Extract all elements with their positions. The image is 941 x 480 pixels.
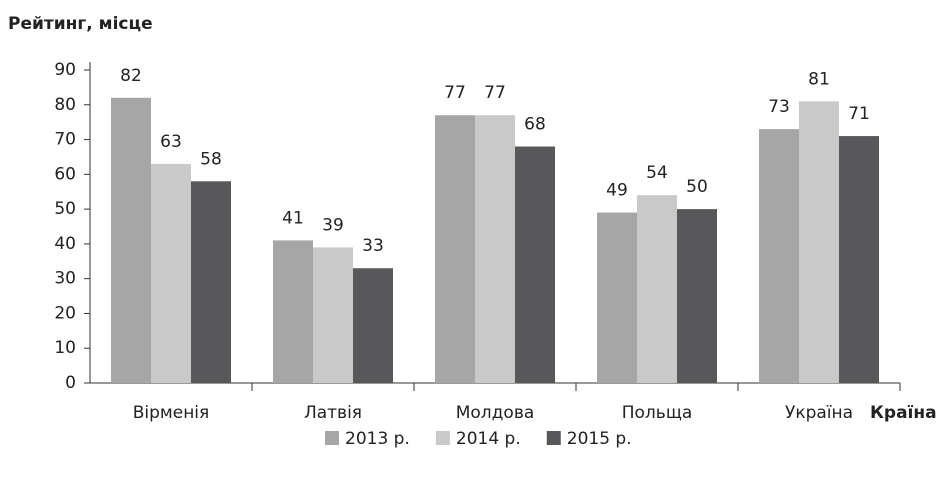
bar [435, 115, 475, 383]
data-label: 49 [606, 181, 628, 201]
bar [515, 146, 555, 383]
data-label: 68 [524, 115, 546, 135]
data-label: 63 [160, 132, 182, 152]
data-label: 54 [646, 163, 668, 183]
data-label: 50 [686, 177, 708, 197]
bar [475, 115, 515, 383]
data-label: 71 [848, 104, 870, 124]
data-label: 82 [120, 66, 142, 86]
y-axis-title: Рейтинг, місце [8, 14, 153, 34]
bar [353, 268, 393, 383]
bar [839, 136, 879, 383]
y-tick-label: 70 [54, 130, 76, 150]
legend-swatch [325, 431, 339, 445]
x-tick-label: Латвія [304, 403, 362, 423]
legend-label: 2014 р. [456, 429, 521, 449]
bar [111, 97, 151, 384]
bar [191, 181, 231, 383]
bar [677, 209, 717, 383]
legend-swatch [546, 431, 561, 445]
data-label: 77 [444, 83, 466, 103]
data-label: 73 [768, 97, 790, 117]
bar [273, 240, 313, 383]
legend-label: 2015 р. [567, 429, 632, 449]
bar [799, 101, 839, 384]
y-tick-label: 0 [65, 373, 76, 393]
y-tick-label: 90 [54, 60, 76, 80]
data-label: 41 [282, 208, 304, 228]
x-tick-label: Вірменія [133, 403, 210, 423]
bar [759, 129, 799, 383]
legend-label: 2013 р. [345, 429, 410, 449]
y-tick-label: 10 [54, 338, 76, 358]
y-tick-label: 50 [54, 199, 76, 219]
x-tick-label: Польща [622, 403, 693, 423]
y-tick-label: 60 [54, 164, 76, 184]
x-axis-title: Країна [870, 403, 937, 423]
bar [597, 212, 637, 383]
data-label: 81 [808, 69, 830, 89]
y-tick-label: 40 [54, 234, 76, 254]
bar [637, 195, 677, 383]
y-tick-label: 80 [54, 95, 76, 115]
y-tick-label: 30 [54, 269, 76, 289]
data-label: 33 [362, 236, 384, 256]
data-label: 58 [200, 149, 222, 169]
legend-swatch [435, 431, 450, 445]
data-label: 39 [322, 215, 344, 235]
x-tick-label: Україна [785, 403, 853, 423]
x-tick-label: Молдова [456, 403, 535, 423]
bar [151, 163, 191, 383]
y-tick-label: 20 [54, 303, 76, 323]
bar [313, 247, 353, 383]
data-label: 77 [484, 83, 506, 103]
